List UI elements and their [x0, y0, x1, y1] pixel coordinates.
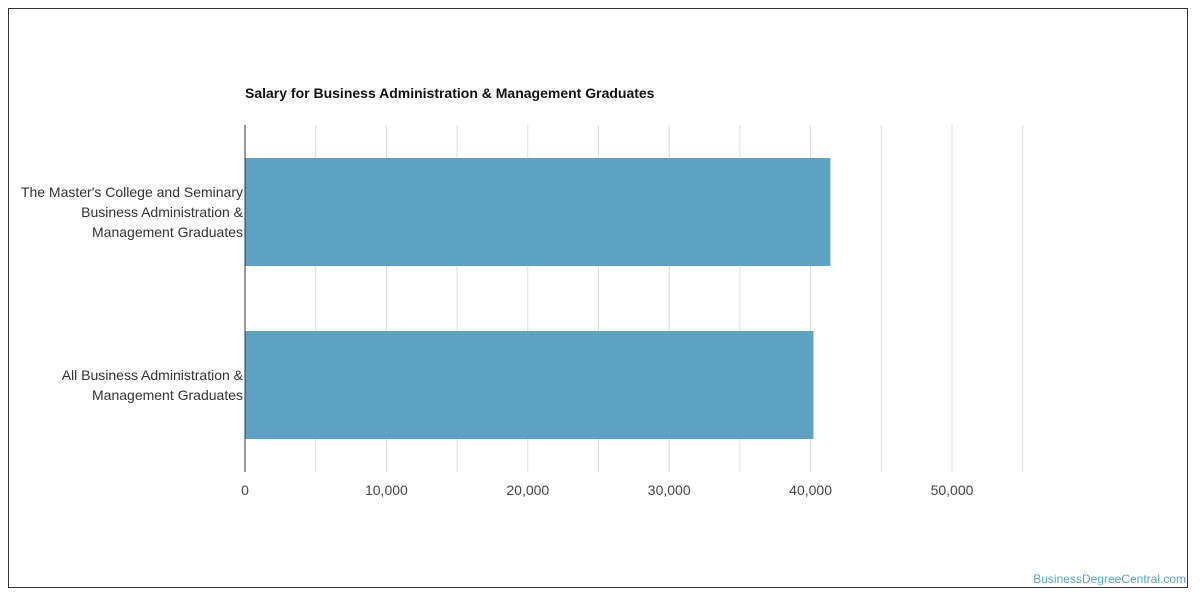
category-label: All Business Administration & Management… [61, 367, 243, 403]
bars [245, 158, 831, 439]
x-tick-label: 10,000 [365, 482, 408, 498]
x-tick-label: 40,000 [789, 482, 832, 498]
bar [245, 158, 831, 266]
watermark-link[interactable]: BusinessDegreeCentral.com [1033, 572, 1186, 586]
category-label: The Master's College and Seminary Busine… [20, 184, 243, 240]
x-tick-label: 50,000 [931, 482, 974, 498]
bar [245, 331, 814, 439]
chart-title: Salary for Business Administration & Man… [245, 85, 655, 101]
x-tick-label: 20,000 [506, 482, 549, 498]
x-tick-labels: 0 10,000 20,000 30,000 40,000 50,000 [241, 482, 974, 498]
x-tick-label: 0 [241, 482, 249, 498]
x-tick-label: 30,000 [648, 482, 691, 498]
